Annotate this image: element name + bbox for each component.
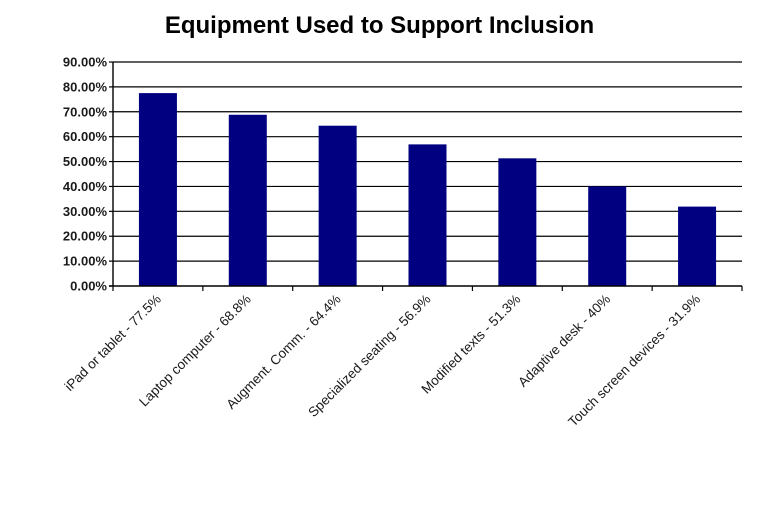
y-axis-tick-labels: 0.00% 10.00% 20.00% 30.00% 40.00% 50.00% 60.00… <box>63 55 108 294</box>
bar <box>678 206 717 286</box>
bar <box>588 186 627 286</box>
bar <box>228 114 267 287</box>
y-tick-label: 70.00% <box>63 104 108 119</box>
axes <box>109 61 743 291</box>
y-tick-label: 20.00% <box>63 229 108 244</box>
bar <box>318 125 357 287</box>
x-category-label: Adaptive desk - 40% <box>515 292 613 390</box>
x-category-label: iPad or tablet - 77.5% <box>62 292 164 394</box>
x-category-label: Modified texts - 51.3% <box>418 292 523 397</box>
y-tick-label: 40.00% <box>63 179 108 194</box>
y-tick-label: 30.00% <box>63 204 108 219</box>
bars <box>138 93 717 287</box>
y-tick-label: 90.00% <box>63 55 108 70</box>
bar <box>408 144 447 286</box>
bar <box>498 158 537 286</box>
y-tick-label: 10.00% <box>63 254 108 269</box>
y-tick-label: 60.00% <box>63 129 108 144</box>
chart-title: Equipment Used to Support Inclusion <box>164 12 595 39</box>
bar <box>138 93 177 286</box>
y-tick-label: 50.00% <box>63 154 108 169</box>
x-axis-category-labels: iPad or tablet - 77.5%Laptop computer - … <box>62 292 704 430</box>
y-tick-label: 80.00% <box>63 79 108 94</box>
y-tick-label: 0.00% <box>70 279 107 294</box>
